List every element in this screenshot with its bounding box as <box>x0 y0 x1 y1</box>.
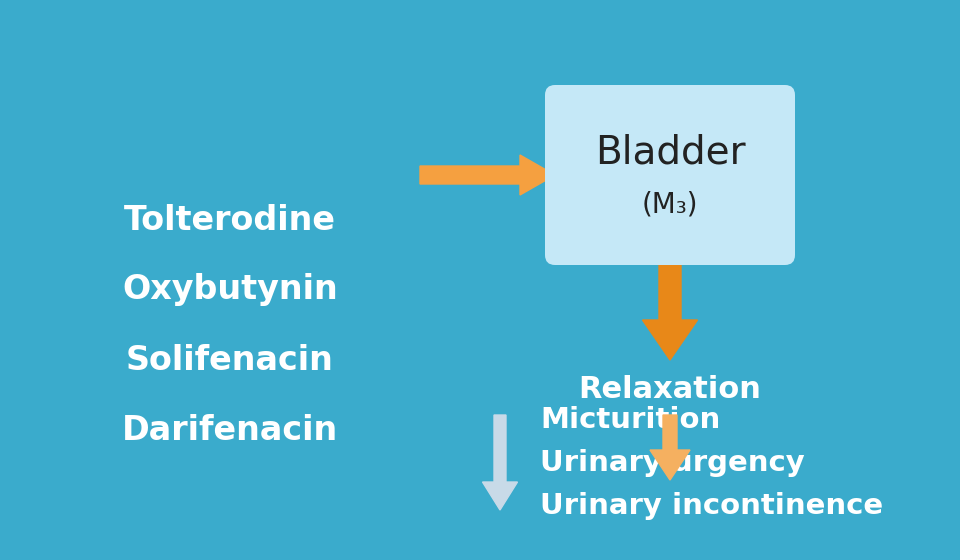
Text: (M₃): (M₃) <box>641 191 698 219</box>
Text: Micturition: Micturition <box>540 406 720 434</box>
FancyBboxPatch shape <box>545 85 795 265</box>
Text: Solifenacin: Solifenacin <box>126 343 334 376</box>
Text: Urinary urgency: Urinary urgency <box>540 449 804 477</box>
FancyArrow shape <box>650 415 690 480</box>
FancyArrow shape <box>420 155 555 195</box>
Text: Darifenacin: Darifenacin <box>122 413 338 446</box>
FancyArrow shape <box>642 255 698 360</box>
Text: Relaxation: Relaxation <box>579 376 761 404</box>
Text: Urinary incontinence: Urinary incontinence <box>540 492 883 520</box>
Text: Tolterodine: Tolterodine <box>124 203 336 236</box>
FancyArrow shape <box>483 415 517 510</box>
Text: Bladder: Bladder <box>594 134 745 172</box>
Text: Oxybutynin: Oxybutynin <box>122 273 338 306</box>
